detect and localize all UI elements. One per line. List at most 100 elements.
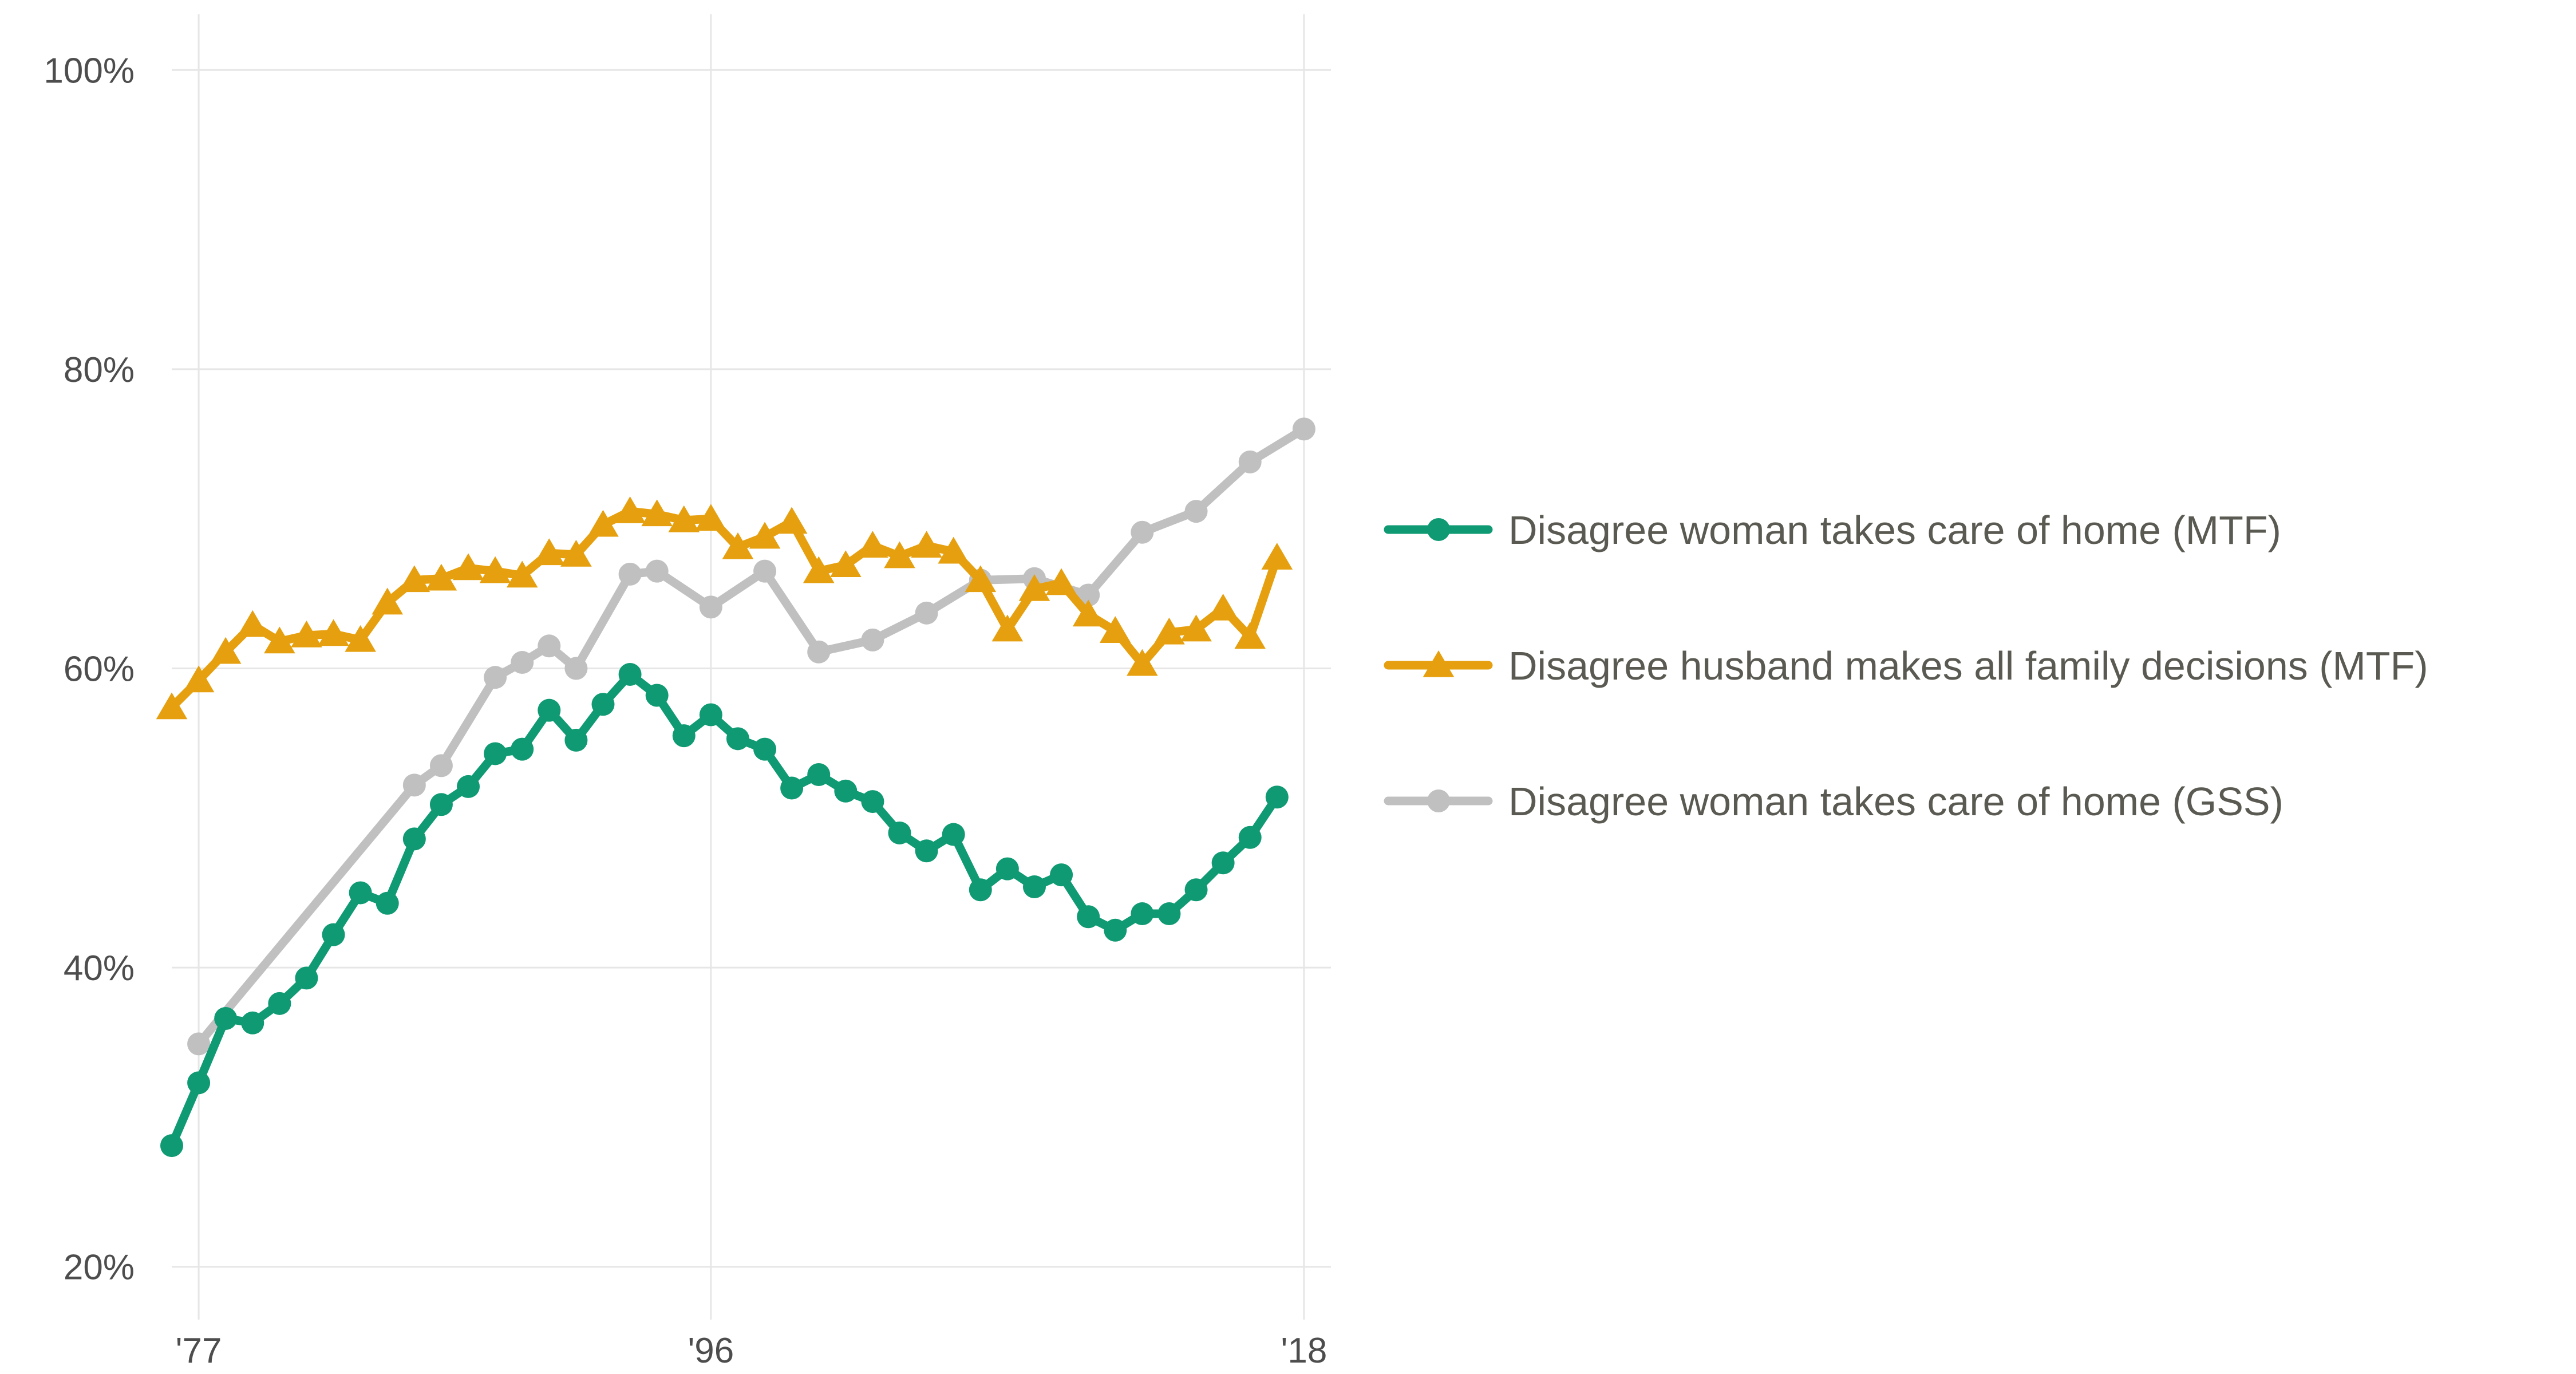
gridlines [172,14,1331,1320]
data-point [614,496,646,523]
legend-swatch-marker [1423,650,1455,677]
series-0 [160,662,1289,1158]
data-point [641,499,673,527]
data-point [911,531,942,558]
data-point [780,776,804,800]
y-tick-label: 60% [64,650,135,689]
series-line [167,670,1282,1150]
data-point [1292,417,1315,441]
data-point [1077,583,1100,607]
data-point [965,565,997,593]
series-line [167,507,1282,712]
legend-label: Disagree husband makes all family decisi… [1508,643,2428,688]
data-point [429,793,453,816]
data-point [668,505,700,532]
y-tick-label: 40% [64,949,135,988]
data-point [376,891,399,915]
y-axis-ticks: 20% 40% 60% 80% 100% [44,51,135,1287]
data-point [534,538,565,566]
legend: Disagree woman takes care of home (MTF) D… [1384,508,2428,824]
data-point [241,1011,264,1035]
data-point [1077,905,1100,929]
data-point [861,628,884,652]
data-point [322,923,345,946]
legend-item: Disagree husband makes all family decisi… [1384,643,2428,688]
data-point [618,662,642,686]
data-point [345,625,376,652]
data-point [236,610,268,637]
series-1 [156,496,1293,720]
data-point [506,560,538,588]
data-point [511,651,534,674]
data-point [915,601,938,625]
data-point [1104,918,1127,942]
data-point [857,531,888,558]
data-point [1072,599,1104,627]
data-point [1153,617,1185,645]
data-point [511,737,534,761]
data-point [1131,902,1154,926]
data-point [349,881,372,905]
data-point [429,754,453,777]
data-point [587,510,619,537]
data-point [214,1006,238,1030]
data-point [915,839,938,863]
data-point [991,614,1024,642]
data-point [726,727,749,751]
data-point [699,595,722,619]
data-point [1131,520,1154,544]
data-point [1050,863,1073,887]
data-point [807,763,831,787]
data-point [479,556,511,583]
legend-label: Disagree woman takes care of home (MTF) [1508,508,2281,552]
data-point [1234,622,1266,649]
data-point [1265,785,1289,809]
y-tick-label: 80% [64,350,135,390]
data-point [699,703,722,727]
series-2 [187,417,1315,1056]
data-point [1184,500,1208,523]
data-point [753,559,777,583]
x-tick-label: '96 [688,1331,734,1371]
data-point [830,550,862,577]
series-group [156,417,1315,1158]
data-point [538,698,561,722]
data-point [645,559,669,583]
data-point [560,539,592,567]
data-point [1238,450,1262,473]
data-point [291,621,322,647]
data-point [372,587,404,615]
legend-item: Disagree woman takes care of home (GSS) [1384,779,2283,824]
data-point [402,827,426,851]
data-point [1127,649,1158,676]
x-tick-label: '18 [1281,1331,1327,1371]
data-point [753,737,777,761]
data-point [888,821,911,844]
data-point [861,790,884,814]
legend-label: Disagree woman takes care of home (GSS) [1508,779,2283,824]
data-point [295,966,318,990]
data-point [538,634,561,658]
legend-swatch-marker [1427,518,1450,541]
data-point [969,878,992,902]
data-point [618,562,642,586]
y-tick-label: 100% [44,51,135,90]
data-point [776,507,808,534]
data-point [160,1134,183,1158]
data-point [187,1071,211,1095]
data-point [807,640,831,664]
data-point [1238,826,1262,849]
data-point [1211,851,1235,875]
data-point [942,823,965,846]
series-line [194,424,1309,1048]
data-point [156,692,188,720]
data-point [938,536,969,564]
data-point [1184,878,1208,902]
data-point [264,626,295,654]
data-point [452,553,484,581]
data-point [1018,574,1050,601]
data-point [834,779,858,803]
data-point [591,693,615,716]
y-tick-label: 20% [64,1248,135,1288]
